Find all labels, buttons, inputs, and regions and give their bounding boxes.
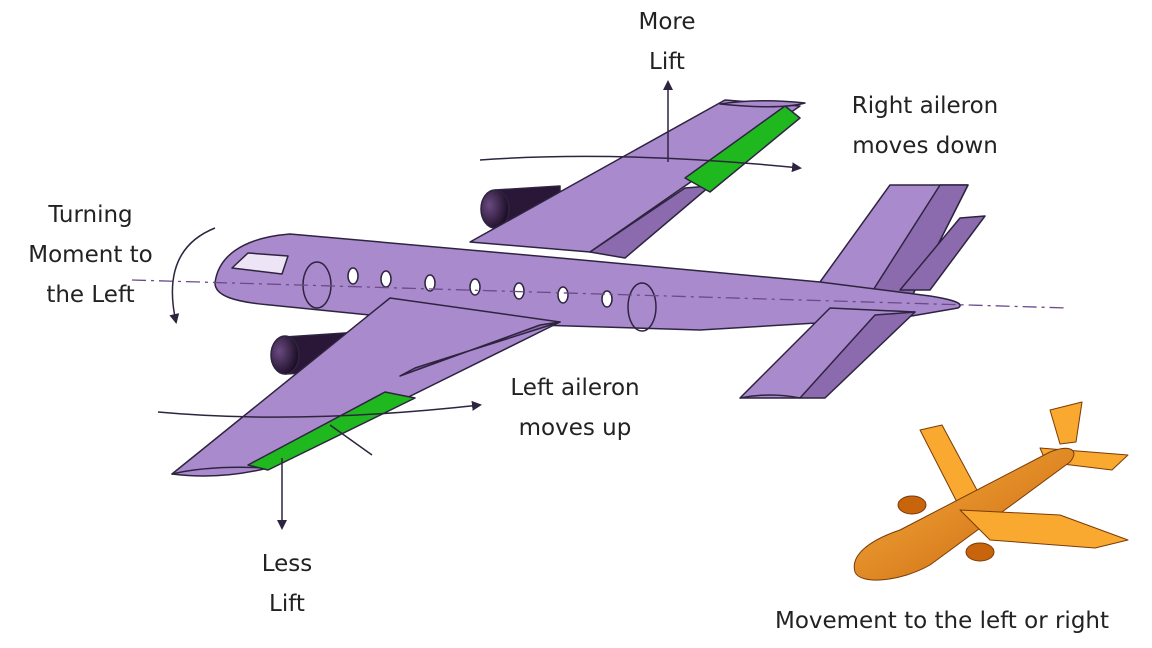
left-aileron-line-2: moves up (518, 415, 632, 441)
more-lift-line-1: More (638, 9, 696, 35)
right-aileron-line-2: moves down (852, 133, 998, 159)
less-lift-line-2: Lift (269, 591, 305, 617)
caption: Movement to the left or right (774, 608, 1110, 634)
airflow-arrows (157, 80, 802, 530)
right-aileron-label: Right aileron moves down (825, 86, 1025, 166)
aileron-deflection-line (329, 424, 373, 456)
left-wing (171, 297, 561, 477)
turning-moment-line-2: Moment to (28, 242, 153, 268)
turning-moment-label: Turning Moment to the Left (18, 195, 163, 315)
rear-door (627, 282, 657, 332)
left-aileron-label: Left aileron moves up (490, 368, 660, 448)
turning-moment-line-1: Turning (48, 202, 133, 228)
right-aileron-line-1: Right aileron (851, 93, 999, 119)
upper-tail-fin (819, 184, 986, 301)
right-aileron (684, 105, 801, 193)
right-wing (469, 99, 806, 259)
roll-axis-line (131, 279, 1069, 309)
less-lift-label: Less Lift (242, 544, 332, 624)
large-aircraft-illustration (171, 99, 986, 477)
turning-moment-line-3: the Left (46, 282, 135, 308)
lower-tail-fin (739, 307, 916, 399)
more-lift-line-2: Lift (649, 49, 685, 75)
left-aileron-line-1: Left aileron (510, 375, 640, 401)
less-lift-line-1: Less (261, 551, 313, 577)
left-airflow-arrow (157, 400, 482, 418)
right-airflow-arrow (479, 155, 802, 173)
small-airplane-icon (853, 401, 1129, 581)
cockpit-window (231, 252, 289, 275)
more-lift-label: More Lift (622, 2, 712, 82)
turning-moment-arrow (169, 227, 216, 324)
